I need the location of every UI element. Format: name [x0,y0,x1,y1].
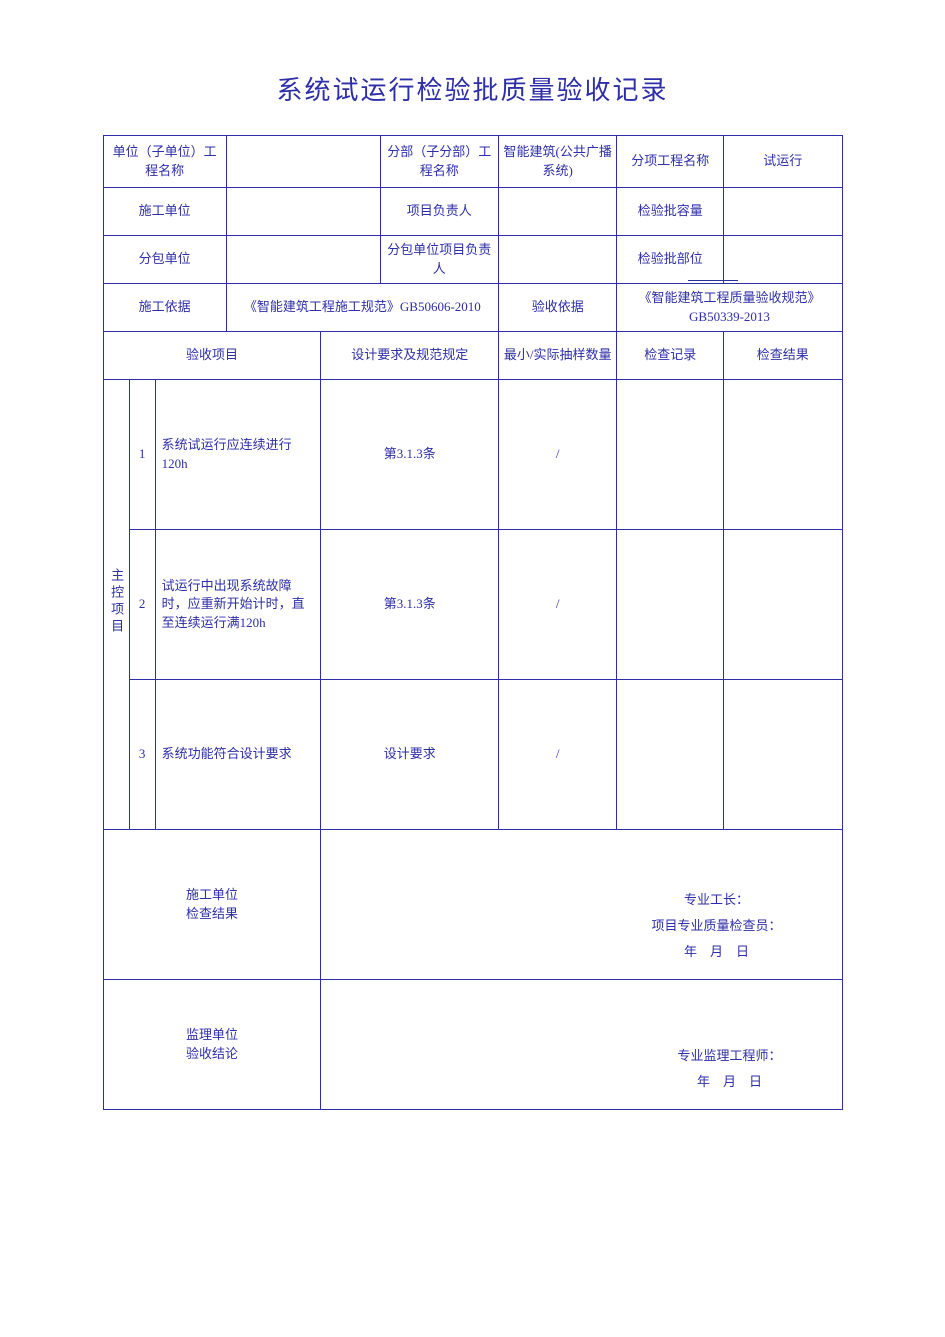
value-unit-project [226,136,380,188]
value-batch-location [724,236,842,284]
item-qty: / [499,680,617,830]
label-batch-capacity: 检验批容量 [617,188,724,236]
item-qty: / [499,530,617,680]
corner-underline [688,280,738,281]
table-row: 验收项目 设计要求及规范规定 最小/实际抽样数量 检查记录 检查结果 [103,332,842,380]
value-subitem: 试运行 [724,136,842,188]
label-batch-location: 检验批部位 [617,236,724,284]
item-result [724,380,842,530]
label-acceptance-basis: 验收依据 [499,284,617,332]
col-design-req: 设计要求及规范规定 [321,332,499,380]
item-row: 主控项目 1 系统试运行应连续进行120h 第3.1.3条 / [103,380,842,530]
label-construction-unit: 施工单位 [103,188,226,236]
item-record [617,680,724,830]
item-record [617,530,724,680]
item-qty: / [499,380,617,530]
table-row: 施工单位 检查结果 专业工长： 项目专业质量检查员： 年 月 日 [103,830,842,980]
table-row: 监理单位 验收结论 专业监理工程师： 年 月 日 [103,980,842,1110]
item-desc: 系统功能符合设计要求 [155,680,321,830]
value-acceptance-basis: 《智能建筑工程质量验收规范》GB50339-2013 [617,284,842,332]
value-subcontractor [226,236,380,284]
col-check-record: 检查记录 [617,332,724,380]
item-desc: 系统试运行应连续进行120h [155,380,321,530]
item-spec: 第3.1.3条 [321,530,499,680]
label-supervision-result: 监理单位 验收结论 [103,980,321,1110]
item-desc: 试运行中出现系统故障时，应重新开始计时，直至连续运行满120h [155,530,321,680]
table-row: 施工单位 项目负责人 检验批容量 [103,188,842,236]
value-pm [499,188,617,236]
supervision-signature-block: 专业监理工程师： 年 月 日 [321,980,842,1110]
acceptance-form-table: 单位（子单位）工程名称 分部（子分部）工程名称 智能建筑(公共广播系统) 分项工… [103,135,843,1110]
sig-inspector: 项目专业质量检查员： [651,913,781,939]
value-construction-unit [226,188,380,236]
col-acceptance-item: 验收项目 [103,332,321,380]
table-row: 施工依据 《智能建筑工程施工规范》GB50606-2010 验收依据 《智能建筑… [103,284,842,332]
item-result [724,530,842,680]
item-no: 2 [129,530,155,680]
item-no: 1 [129,380,155,530]
sig-date: 年 月 日 [651,939,781,965]
item-result [724,680,842,830]
label-subsection: 分部（子分部）工程名称 [380,136,498,188]
value-subsection: 智能建筑(公共广播系统) [499,136,617,188]
label-subcontractor: 分包单位 [103,236,226,284]
value-batch-capacity [724,188,842,236]
item-spec: 设计要求 [321,680,499,830]
section-label-text: 主控项目 [107,568,125,636]
form-container: 单位（子单位）工程名称 分部（子分部）工程名称 智能建筑(公共广播系统) 分项工… [103,135,843,1110]
label-sub-pm: 分包单位项目负责人 [380,236,498,284]
item-row: 2 试运行中出现系统故障时，应重新开始计时，直至连续运行满120h 第3.1.3… [103,530,842,680]
item-record [617,380,724,530]
label-unit-project: 单位（子单位）工程名称 [103,136,226,188]
section-label: 主控项目 [103,380,129,830]
construction-signature-block: 专业工长： 项目专业质量检查员： 年 月 日 [321,830,842,980]
value-sub-pm [499,236,617,284]
page-title: 系统试运行检验批质量验收记录 [0,70,945,107]
label-pm: 项目负责人 [380,188,498,236]
col-check-result: 检查结果 [724,332,842,380]
sig-date: 年 月 日 [677,1069,781,1095]
sig-engineer: 专业监理工程师： [677,1043,781,1069]
value-construction-basis: 《智能建筑工程施工规范》GB50606-2010 [226,284,498,332]
table-row: 单位（子单位）工程名称 分部（子分部）工程名称 智能建筑(公共广播系统) 分项工… [103,136,842,188]
item-no: 3 [129,680,155,830]
col-sample-qty: 最小/实际抽样数量 [499,332,617,380]
label-construction-basis: 施工依据 [103,284,226,332]
item-row: 3 系统功能符合设计要求 设计要求 / [103,680,842,830]
label-construction-result: 施工单位 检查结果 [103,830,321,980]
table-row: 分包单位 分包单位项目负责人 检验批部位 [103,236,842,284]
label-subitem: 分项工程名称 [617,136,724,188]
item-spec: 第3.1.3条 [321,380,499,530]
sig-foreman: 专业工长： [651,887,781,913]
